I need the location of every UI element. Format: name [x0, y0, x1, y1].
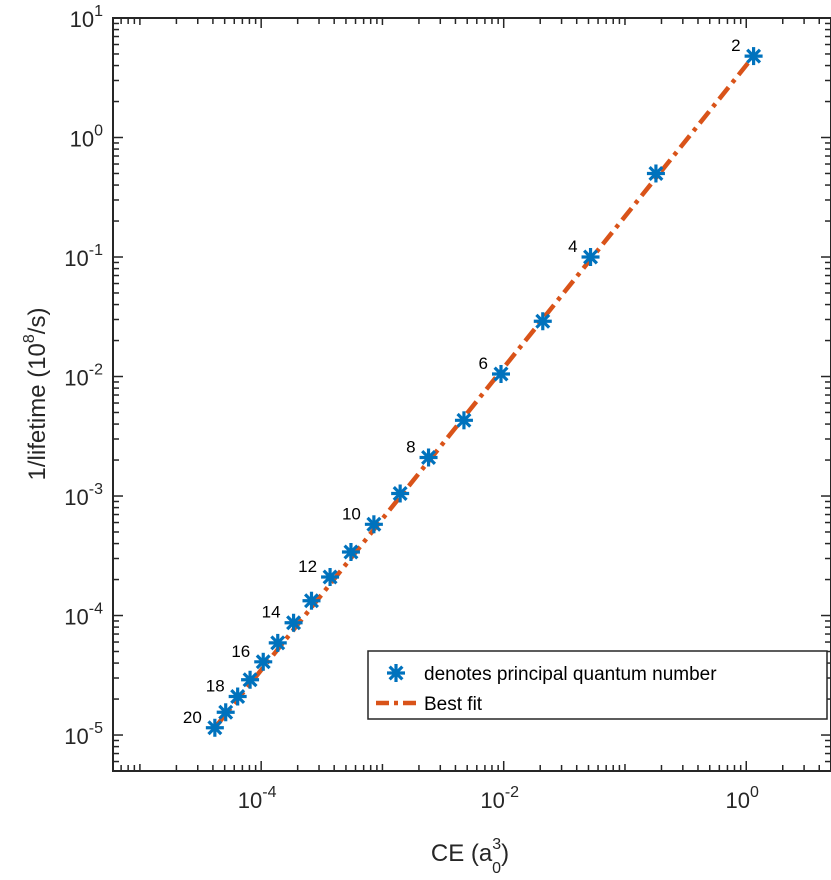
plot-frame [112, 17, 831, 772]
x-tick-label: 100 [726, 784, 759, 813]
data-point-stroke [303, 593, 319, 609]
data-point-stroke [535, 313, 551, 329]
legend-box [367, 650, 828, 720]
data-point [302, 591, 321, 610]
x-tick-label: 10-4 [238, 784, 277, 813]
fit-layer [213, 54, 756, 730]
point-label: 12 [298, 557, 317, 576]
data-point-stroke [218, 704, 234, 720]
data-point [228, 687, 247, 706]
data-point [241, 670, 260, 689]
y-tick-label: 101 [70, 3, 103, 32]
y-tick-label: 10-5 [64, 720, 103, 749]
data-point-stroke [421, 450, 437, 466]
data-point [216, 703, 235, 722]
point-label: 18 [206, 677, 225, 696]
point-label: 6 [479, 354, 488, 373]
y-axis-title: 1/lifetime (108/s) [21, 308, 51, 481]
data-point [533, 312, 552, 331]
data-point [268, 633, 287, 652]
point-label: 2 [731, 36, 740, 55]
best-fit-line [213, 54, 756, 730]
point-label: 20 [183, 708, 202, 727]
data-point-stroke [746, 48, 762, 64]
data-point-stroke [583, 249, 599, 265]
ticks-layer: 10-4 10-2 100 10-5 10-4 10-3 10-2 10-1 100 101 [64, 3, 831, 813]
data-point [321, 568, 340, 587]
y-tick-label: 10-2 [64, 362, 103, 391]
data-point [581, 248, 600, 267]
data-point-stroke [230, 689, 246, 705]
data-point [254, 652, 273, 671]
data-point [205, 718, 224, 737]
data-point-stroke [392, 485, 408, 501]
data-point-stroke [270, 635, 286, 651]
data-point-stroke [207, 720, 223, 736]
points-layer [205, 47, 763, 737]
data-point-stroke [648, 165, 664, 181]
point-label: 8 [406, 438, 415, 457]
data-point [646, 164, 665, 183]
data-point-stroke [242, 672, 258, 688]
data-point [391, 484, 410, 503]
data-point-stroke [343, 544, 359, 560]
point-label: 14 [262, 603, 281, 622]
legend-asterisk [387, 664, 405, 682]
x-axis-title-sub: 0 [492, 860, 501, 877]
legend-entry-fit: Best fit [424, 694, 483, 715]
y-axis-title-sup: 8 [21, 334, 38, 343]
point-label: 16 [231, 642, 250, 661]
x-axis-title-sup: 3 [492, 836, 501, 853]
data-point-stroke [366, 516, 382, 532]
x-axis-title: CE (a3 0) [431, 836, 509, 877]
y-tick-label: 10-1 [64, 242, 103, 271]
data-point-stroke [255, 654, 271, 670]
data-point-stroke [286, 615, 302, 631]
data-point-stroke [493, 366, 509, 382]
legend-asterisk-marker [387, 664, 405, 682]
y-tick-label: 10-4 [64, 601, 103, 630]
point-label: 4 [568, 237, 577, 256]
legend: denotes principal quantum number Best fi… [367, 650, 828, 720]
data-point [284, 613, 303, 632]
data-point-stroke [322, 569, 338, 585]
data-point [454, 411, 473, 430]
legend-entry-points: denotes principal quantum number [424, 664, 717, 685]
y-tick-label: 100 [70, 123, 103, 152]
data-point [492, 364, 511, 383]
data-point [419, 448, 438, 467]
data-point [364, 515, 383, 534]
legend-asterisk-stroke [388, 665, 404, 681]
data-point [744, 47, 763, 66]
y-tick-label: 10-3 [64, 481, 103, 510]
point-label: 10 [342, 504, 361, 523]
data-point [341, 543, 360, 562]
data-point-stroke [456, 412, 472, 428]
x-tick-label: 10-2 [480, 784, 519, 813]
